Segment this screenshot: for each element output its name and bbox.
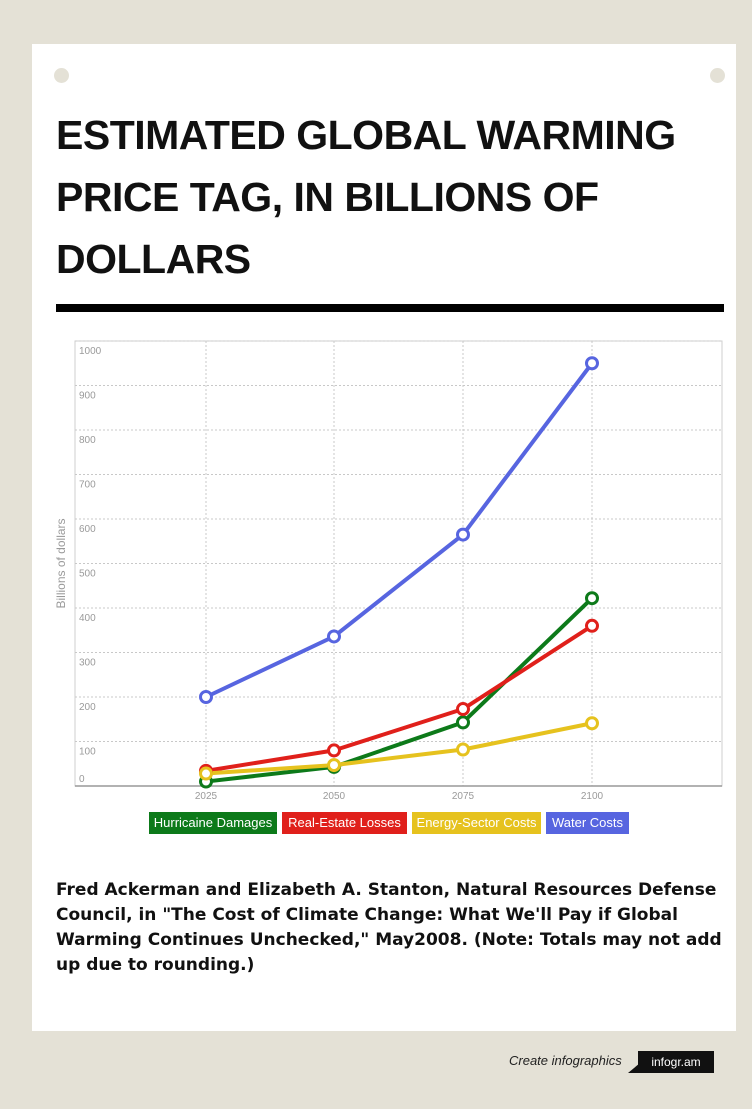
data-point-energy-sector-costs [585,716,599,731]
infographic-card: ESTIMATED GLOBAL WARMING PRICE TAG, IN B… [32,44,736,1031]
legend-item[interactable]: Energy-Sector Costs [412,812,541,834]
y-tick-label: 900 [79,391,96,402]
line-chart: 0 100 200 300 400 500 600 700 800 900 1000 2025 2050… [54,340,723,802]
y-tick-label: 1000 [79,346,102,357]
series-line-water-costs [204,361,594,699]
chart-legend: Hurricaine Damages Real-Estate Losses Ener… [32,812,736,834]
y-tick-label: 300 [79,658,96,669]
y-tick-label: 400 [79,613,96,624]
legend-item[interactable]: Real-Estate Losses [282,812,407,834]
source-note: Fred Ackerman and Elizabeth A. Stanton, … [56,880,722,975]
x-tick-label: 2050 [323,791,346,802]
data-point-energy-sector-costs [327,758,341,773]
x-tick-label: 2025 [195,791,218,802]
y-tick-label: 200 [79,702,96,713]
data-point-hurricaine-damages [585,591,599,606]
infogram-logo[interactable]: infogr.am [628,1051,714,1073]
data-point-energy-sector-costs [199,766,213,781]
series-line-energy-sector-costs [204,721,594,776]
pin-dot-right [710,68,725,83]
data-point-energy-sector-costs [456,742,470,757]
legend-item[interactable]: Water Costs [546,812,629,834]
y-tick-label: 100 [79,747,96,758]
data-point-water-costs [585,356,599,371]
series-line-hurricaine-damages [204,596,594,784]
data-point-water-costs [327,629,341,644]
data-point-water-costs [199,690,213,704]
data-point-water-costs [456,527,470,542]
y-axis-title: Billions of dollars [54,518,68,608]
y-tick-label: 800 [79,435,96,446]
pin-dot-left [54,68,69,83]
plot-area [74,340,723,787]
data-point-hurricaine-damages [456,715,470,730]
data-point-real-estate-losses [456,702,470,717]
legend-item[interactable]: Hurricaine Damages [149,812,277,834]
chart-title: ESTIMATED GLOBAL WARMING PRICE TAG, IN B… [56,112,676,282]
data-point-real-estate-losses [327,743,341,758]
data-point-real-estate-losses [585,618,599,633]
x-tick-label: 2100 [581,791,604,802]
y-tick-label: 0 [79,774,85,785]
x-tick-label: 2075 [452,791,475,802]
y-tick-label: 700 [79,480,96,491]
y-tick-label: 500 [79,569,96,580]
footer-create-infographics[interactable]: Create infographics [509,1053,622,1068]
series-line-real-estate-losses [204,623,594,773]
y-tick-label: 600 [79,524,96,535]
title-underline [56,304,724,312]
